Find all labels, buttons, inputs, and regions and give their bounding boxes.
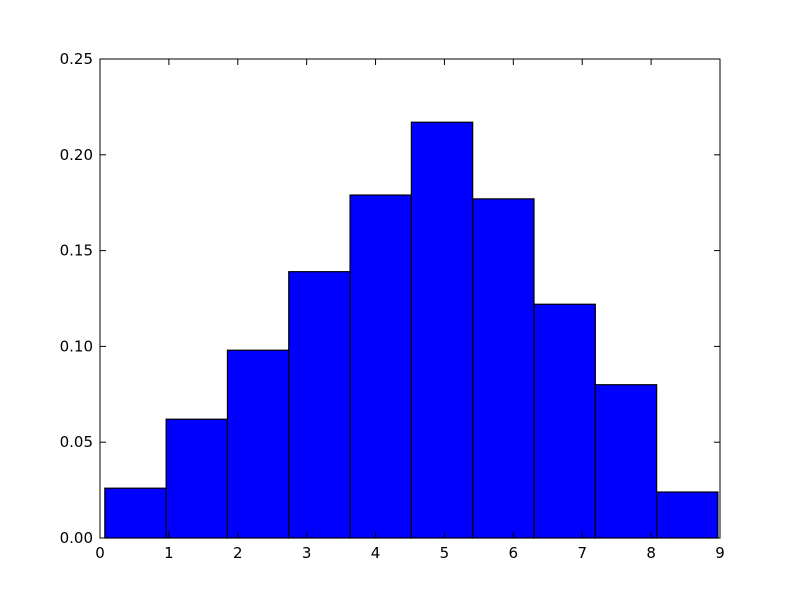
x-tick-label-1: 1 <box>164 544 174 562</box>
histogram-bar-0 <box>104 487 167 539</box>
histogram-bar-5 <box>410 121 474 539</box>
y-tick-label-2: 0.10 <box>60 337 93 355</box>
plot-frame <box>99 58 721 539</box>
histogram-bar-1 <box>165 418 229 539</box>
y-tick-label-1: 0.05 <box>60 433 93 451</box>
histogram-bar-9 <box>656 491 719 539</box>
x-tick-label-9: 9 <box>715 544 725 562</box>
histogram-bar-8 <box>594 384 658 539</box>
histogram-bar-7 <box>533 303 596 539</box>
x-tick-label-2: 2 <box>233 544 243 562</box>
y-tick-label-3: 0.15 <box>60 242 93 260</box>
x-tick-label-0: 0 <box>95 544 105 562</box>
x-tick-label-5: 5 <box>440 544 450 562</box>
histogram-bar-3 <box>288 271 351 539</box>
y-tick-label-5: 0.25 <box>60 50 93 68</box>
histogram-bar-6 <box>472 198 535 539</box>
tick-labels-group: 0 1 2 3 4 5 6 7 8 9 0.00 0.05 0.10 0.15 0.20 0.25 <box>60 50 725 562</box>
histogram-bar-4 <box>349 194 412 539</box>
histogram-bar-2 <box>226 349 290 539</box>
x-tick-label-6: 6 <box>509 544 519 562</box>
x-tick-label-7: 7 <box>577 544 587 562</box>
x-tick-label-3: 3 <box>302 544 312 562</box>
bars-group <box>104 121 719 539</box>
y-tick-label-4: 0.20 <box>60 146 93 164</box>
y-tick-label-0: 0.00 <box>60 529 93 547</box>
x-tick-label-4: 4 <box>371 544 381 562</box>
x-tick-label-8: 8 <box>646 544 656 562</box>
